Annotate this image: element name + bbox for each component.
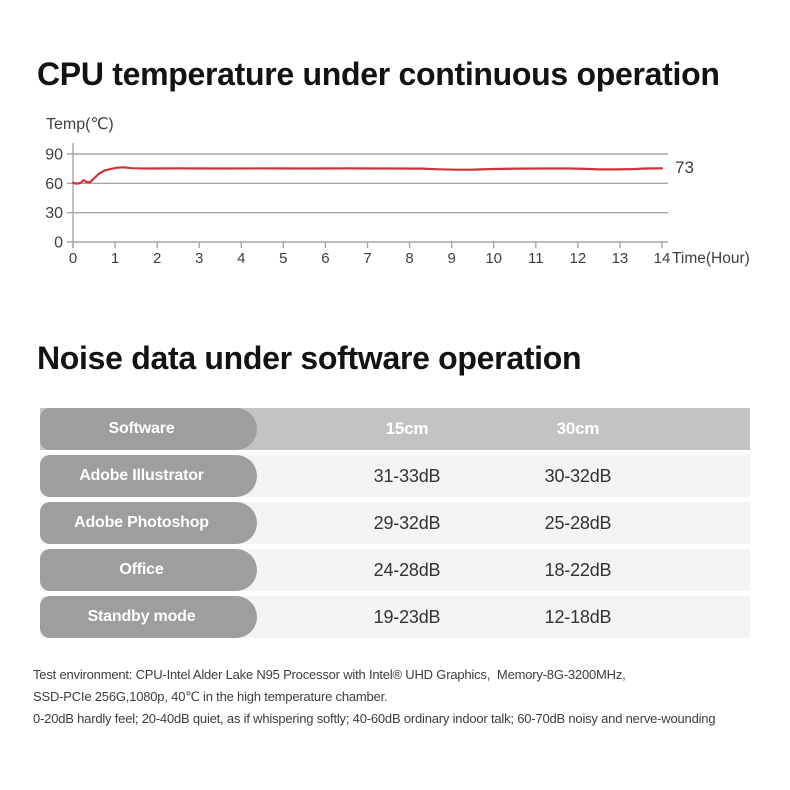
software-label: Adobe Illustrator [40,455,257,497]
x-tick-label: 12 [569,250,586,267]
noise-value-15cm: 31-33dB [373,466,441,486]
table-row: Adobe Illustrator 31-33dB 30-32dB [40,455,750,497]
noise-value-15cm: 19-23dB [373,607,441,627]
footnote-line: 0-20dB hardly feel; 20-40dB quiet, as if… [33,711,716,726]
software-label: Office [40,549,257,591]
noise-value-30cm: 25-28dB [544,513,612,533]
header-30cm-cell: 30cm [556,419,600,438]
x-tick-label: 4 [237,250,245,267]
y-tick-label: 0 [54,235,63,252]
table-row: Office 24-28dB 18-22dB [40,549,750,591]
header-software-cell: Software [40,408,257,450]
table-header-row: Software 15cm 30cm [40,408,750,450]
footnote-line: SSD-PCIe 256G,1080p, 40℃ in the high tem… [33,689,388,704]
temperature-section-title: CPU temperature under continuous operati… [37,56,720,92]
x-tick-label: 8 [405,250,413,267]
x-tick-label: 10 [485,250,502,267]
x-tick-label: 3 [195,250,203,267]
y-axis-title: Temp(℃) [46,116,114,133]
noise-section-title: Noise data under software operation [37,340,582,376]
x-tick-label: 6 [321,250,329,267]
table-row: Adobe Photoshop 29-32dB 25-28dB [40,502,750,544]
noise-value-15cm: 29-32dB [373,513,441,533]
x-tick-label: 2 [153,250,161,267]
x-tick-label: 7 [363,250,371,267]
table-row: Standby mode 19-23dB 12-18dB [40,596,750,638]
x-tick-label: 11 [528,250,544,267]
end-value-label: 73 [675,158,694,177]
y-tick-label: 30 [45,205,63,222]
y-tick-label: 90 [45,147,63,164]
temperature-line [71,166,664,185]
x-tick-label: 13 [612,250,629,267]
noise-value-30cm: 30-32dB [544,466,612,486]
noise-value-15cm: 24-28dB [373,560,441,580]
x-tick-label: 0 [69,250,77,267]
x-axis-title: Time(Hour) [672,250,750,267]
software-label: Adobe Photoshop [40,502,257,544]
noise-value-30cm: 18-22dB [544,560,612,580]
noise-value-30cm: 12-18dB [544,607,612,627]
x-tick-label: 9 [447,250,455,267]
noise-table: Software 15cm 30cm Adobe Illustrator 31-… [40,408,750,643]
x-tick-label: 1 [111,250,119,267]
test-environment-note: Test environment: CPU-Intel Alder Lake N… [33,664,781,730]
x-tick-label: 5 [279,250,287,267]
y-tick-label: 60 [45,176,63,193]
x-tick-label: 14 [654,250,671,267]
header-15cm-cell: 15cm [385,419,429,438]
footnote-line: Test environment: CPU-Intel Alder Lake N… [33,667,626,682]
software-label: Standby mode [40,596,257,638]
